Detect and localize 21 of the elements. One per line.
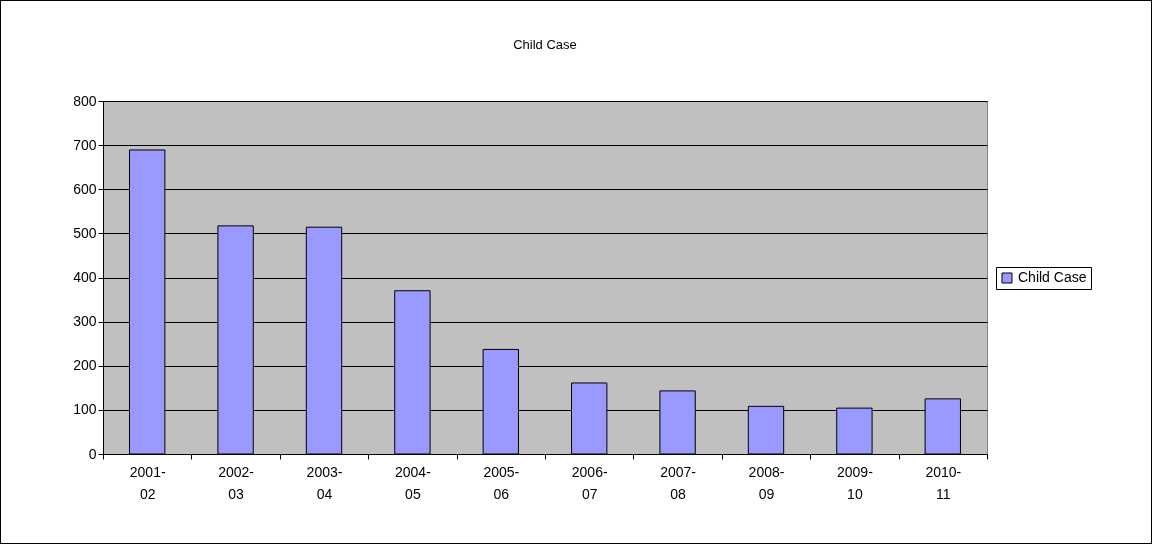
x-tick-label: 2003-04 (306, 463, 343, 502)
y-tick-label: 500 (73, 224, 97, 241)
x-tick-label: 2006-07 (571, 463, 608, 502)
x-tick-label: 2005-06 (483, 463, 520, 502)
y-tick-label: 700 (73, 136, 97, 153)
legend-label: Child Case (1018, 269, 1087, 285)
x-tick-label: 2001-02 (129, 463, 166, 502)
y-tick-label: 0 (88, 445, 97, 462)
y-tick-label: 600 (73, 180, 97, 197)
x-tick-label: 2009-10 (836, 463, 874, 502)
y-tick-label: 800 (73, 92, 97, 109)
x-tick-label: 2010-11 (925, 463, 962, 502)
chart-title: Child Case (513, 37, 577, 52)
x-tick-label: 2007-08 (660, 463, 697, 502)
y-tick-label: 400 (73, 269, 97, 285)
x-tick-label: 2004-05 (394, 463, 432, 502)
x-tick-label: 2002-03 (218, 463, 255, 502)
x-tick-label: 2008-09 (748, 463, 785, 502)
y-tick-label: 200 (73, 357, 97, 374)
y-tick-label: 100 (73, 401, 97, 418)
y-tick-label: 300 (73, 313, 97, 330)
